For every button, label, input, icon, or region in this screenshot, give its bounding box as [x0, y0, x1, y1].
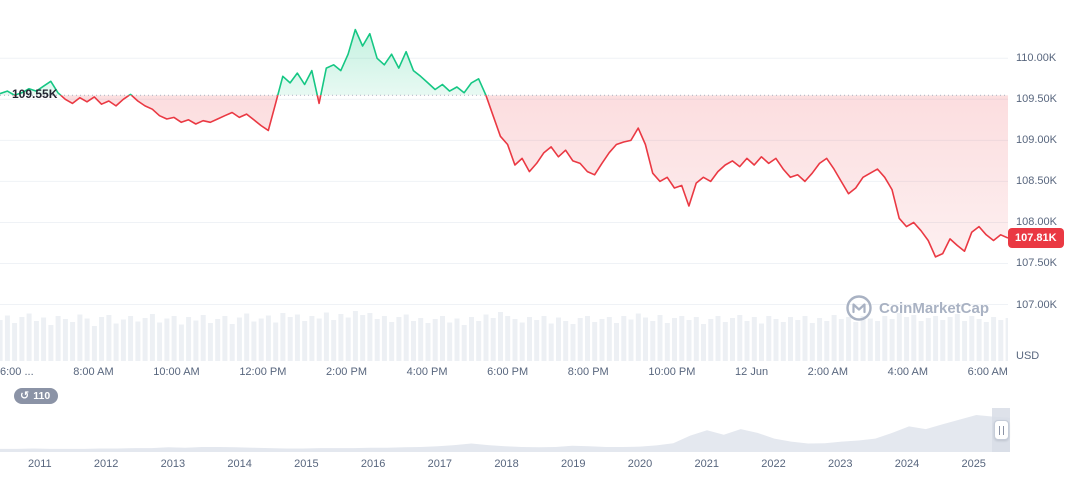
x-axis-label: 2:00 PM	[326, 366, 367, 378]
y-axis-label: 109.50K	[1016, 93, 1057, 106]
price-axis: 107.81K USD 110.00K 109.50K 109.00K 108.50K…	[1008, 0, 1072, 362]
grip-icon	[999, 425, 1004, 435]
x-axis-label: 12:00 PM	[239, 366, 287, 378]
coinmarketcap-watermark: CoinMarketCap	[846, 295, 989, 321]
x-axis-label: 8:00 AM	[73, 366, 114, 378]
history-count-badge[interactable]: ↺ 110	[14, 388, 59, 404]
year-label[interactable]: 2016	[360, 458, 386, 470]
range-navigator[interactable]	[0, 408, 1010, 452]
x-axis-label: 4:00 PM	[406, 366, 448, 378]
x-axis-label: 6:00 AM	[967, 366, 1008, 378]
price-chart[interactable]	[0, 0, 1008, 362]
year-axis: 2011 2012 2013 2014 2015 2016 2017 2018 2019 2020…	[0, 458, 1010, 470]
x-axis-label: 6:00 PM	[487, 366, 529, 378]
year-label[interactable]: 2021	[694, 458, 719, 470]
history-count: 110	[33, 390, 51, 402]
y-axis-label: 108.50K	[1016, 175, 1057, 188]
watermark-text: CoinMarketCap	[879, 299, 990, 317]
y-axis-label: 107.50K	[1016, 257, 1057, 270]
year-label[interactable]: 2014	[227, 458, 252, 470]
history-icon: ↺	[20, 389, 30, 402]
x-axis-label: 10:00 PM	[648, 366, 696, 378]
x-axis-label: 12 Jun	[735, 366, 769, 378]
year-label[interactable]: 2013	[160, 458, 186, 470]
currency-unit-label: USD	[1016, 350, 1040, 362]
year-label[interactable]: 2018	[494, 458, 519, 470]
time-axis: 6:00 ... 8:00 AM 10:00 AM 12:00 PM 2:00 PM 4:…	[0, 366, 1008, 378]
x-axis-label: 6:00 ...	[0, 366, 34, 378]
year-label[interactable]: 2011	[28, 458, 52, 470]
year-label[interactable]: 2025	[961, 458, 986, 470]
navigator-handle[interactable]	[994, 420, 1009, 440]
chart-area: 109.55K CoinMarketCap	[0, 0, 1008, 362]
year-label[interactable]: 2019	[561, 458, 586, 470]
year-label[interactable]: 2022	[761, 458, 786, 470]
navigator-chart[interactable]	[0, 408, 1010, 452]
y-axis-label: 109.00K	[1016, 134, 1057, 147]
year-label[interactable]: 2012	[93, 458, 119, 470]
x-axis-label: 10:00 AM	[153, 366, 200, 378]
year-label[interactable]: 2020	[627, 458, 653, 470]
x-axis-label: 2:00 AM	[807, 366, 849, 378]
coinmarketcap-logo-icon	[846, 295, 872, 321]
y-axis-label: 110.00K	[1016, 52, 1057, 65]
x-axis-label: 4:00 AM	[887, 366, 928, 378]
x-axis-label: 8:00 PM	[567, 366, 609, 378]
y-axis-label: 107.00K	[1016, 298, 1057, 311]
year-label[interactable]: 2017	[427, 458, 453, 470]
current-price-badge: 107.81K	[1008, 228, 1064, 249]
year-label[interactable]: 2015	[294, 458, 319, 470]
year-label[interactable]: 2023	[827, 458, 853, 470]
y-axis-label: 108.00K	[1016, 216, 1057, 229]
year-label[interactable]: 2024	[894, 458, 920, 470]
